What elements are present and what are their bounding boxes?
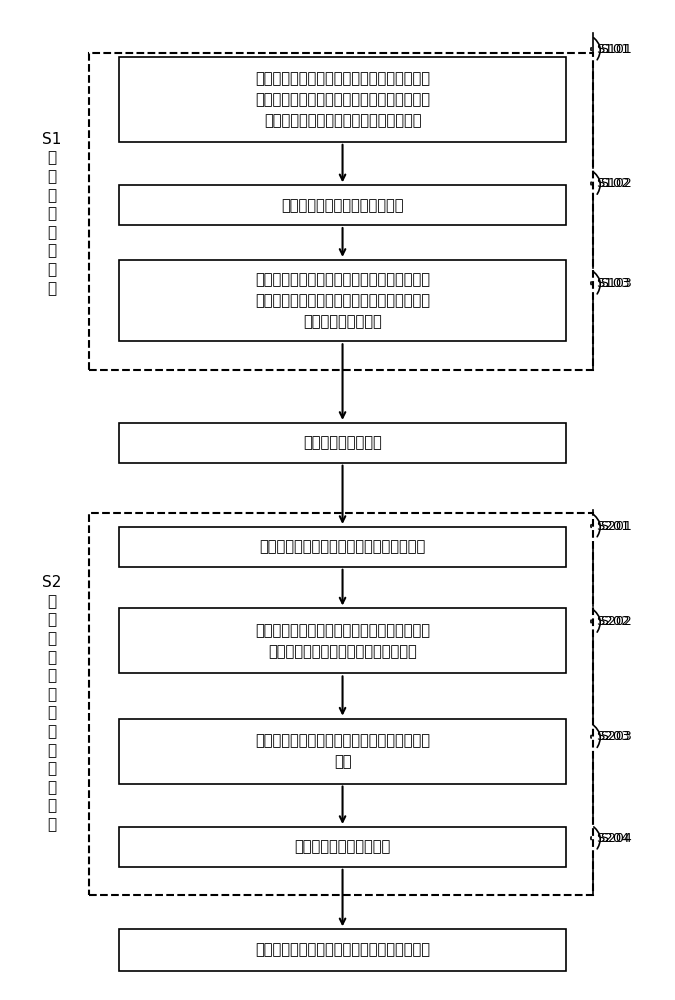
Text: 采用不同小样本学习方法，对比各网络结构的
复杂度与对高速并行计算的需求程度，获取最
适合进行光学实现的的人工神经网络结构: 采用不同小样本学习方法，对比各网络结构的 复杂度与对高速并行计算的需求程度，获取… bbox=[255, 71, 430, 128]
Text: S1
人
工
神
经
网
络
设
计: S1 人 工 神 经 网 络 设 计 bbox=[42, 132, 61, 296]
Text: S204: S204 bbox=[596, 832, 630, 845]
Text: S203: S203 bbox=[599, 730, 631, 743]
FancyBboxPatch shape bbox=[119, 527, 566, 567]
FancyBboxPatch shape bbox=[119, 719, 566, 784]
Text: S102: S102 bbox=[596, 177, 630, 190]
FancyBboxPatch shape bbox=[119, 57, 566, 142]
FancyBboxPatch shape bbox=[119, 423, 566, 463]
Text: S101: S101 bbox=[599, 43, 631, 56]
Text: 利用优化所得的人工神经网络结构参数计算模
式耦合矩阵，确定模式调控模块各参数: 利用优化所得的人工神经网络结构参数计算模 式耦合矩阵，确定模式调控模块各参数 bbox=[255, 623, 430, 659]
Text: 网络结构与网络参数: 网络结构与网络参数 bbox=[303, 435, 382, 450]
Text: S202: S202 bbox=[599, 615, 631, 628]
Text: S2
人
工
神
经
网
络
的
光
子
学
习
实
现: S2 人 工 神 经 网 络 的 光 子 学 习 实 现 bbox=[42, 575, 61, 832]
FancyBboxPatch shape bbox=[119, 185, 566, 225]
Text: 搭建基于多模光波导光子神经网络的目标识别
系统: 搭建基于多模光波导光子神经网络的目标识别 系统 bbox=[255, 733, 430, 769]
Text: 基于多模光波导光子神经网络的目标识别系统: 基于多模光波导光子神经网络的目标识别系统 bbox=[255, 943, 430, 958]
Text: 实验验证与参数优化调整: 实验验证与参数优化调整 bbox=[294, 839, 391, 854]
Text: S101: S101 bbox=[596, 43, 630, 56]
Text: S203: S203 bbox=[596, 730, 630, 743]
Text: S103: S103 bbox=[599, 277, 631, 290]
Text: S202: S202 bbox=[596, 615, 630, 628]
Text: 将预处理后的样本输入神经网络进行学习，获
取测试结果，调整参数优化网络结构，并通过
计算机验证其可靠性: 将预处理后的样本输入神经网络进行学习，获 取测试结果，调整参数优化网络结构，并通… bbox=[255, 272, 430, 329]
Text: 使用全光无源元器件实现所述人工神经网络: 使用全光无源元器件实现所述人工神经网络 bbox=[259, 539, 426, 554]
FancyBboxPatch shape bbox=[119, 260, 566, 341]
FancyBboxPatch shape bbox=[119, 929, 566, 971]
Text: S204: S204 bbox=[599, 832, 631, 845]
Text: S102: S102 bbox=[599, 177, 631, 190]
Text: S201: S201 bbox=[596, 520, 630, 533]
FancyBboxPatch shape bbox=[119, 608, 566, 673]
Text: S103: S103 bbox=[596, 277, 630, 290]
Text: 获取数据集，对样本进行预处理: 获取数据集，对样本进行预处理 bbox=[281, 198, 404, 213]
FancyBboxPatch shape bbox=[119, 827, 566, 867]
Text: S201: S201 bbox=[599, 520, 631, 533]
